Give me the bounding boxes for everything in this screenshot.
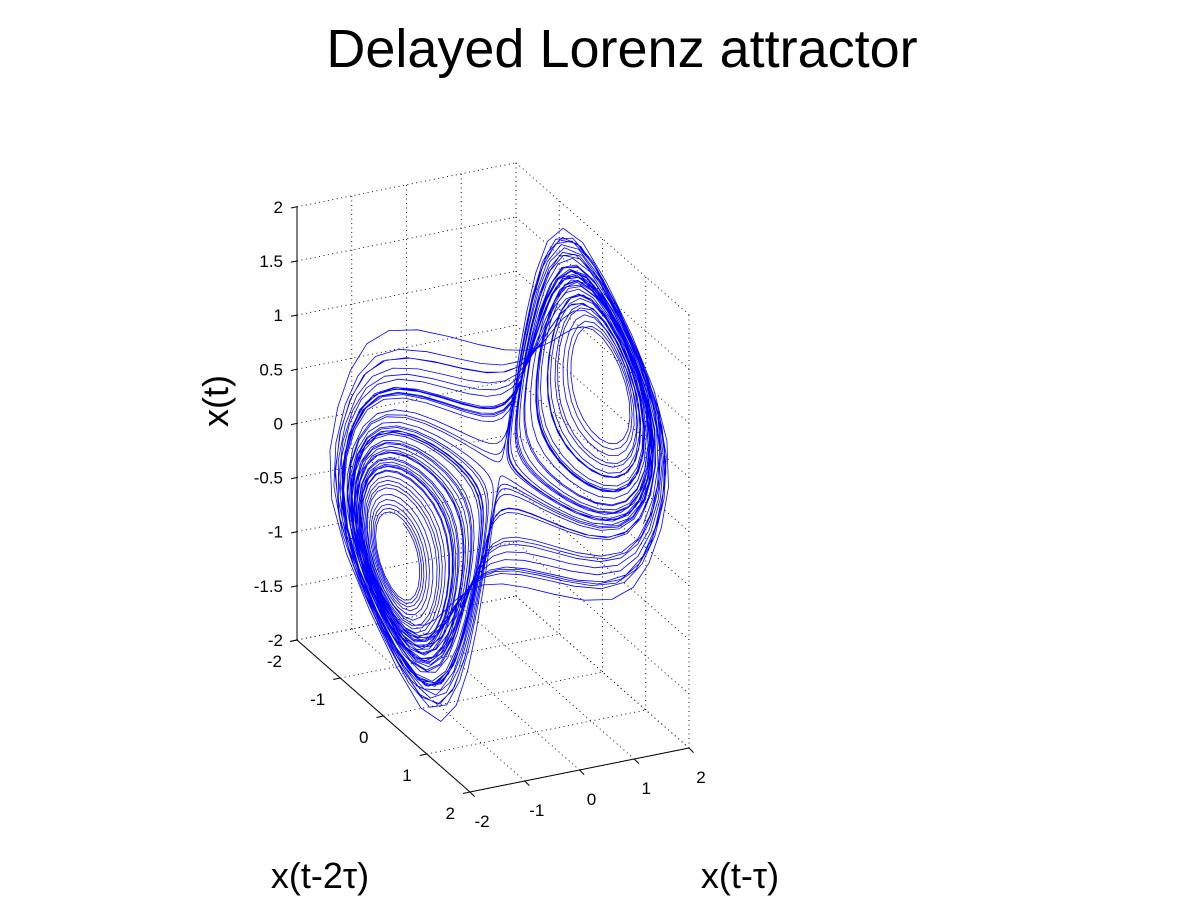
z-tick-mark <box>290 422 298 426</box>
z-tick-label: 1.5 <box>259 252 283 271</box>
y-tick-label: -1 <box>310 690 325 709</box>
y-axis-label: x(t-2τ) <box>271 855 369 896</box>
z-tick-label: -2 <box>268 631 283 650</box>
grid-line <box>460 606 635 760</box>
x-tick-mark <box>633 758 640 764</box>
grid-line <box>351 628 526 782</box>
grid-line <box>296 162 517 208</box>
z-tick-label: -1 <box>268 523 283 542</box>
axes-box <box>289 206 694 797</box>
y-tick-mark <box>333 677 341 680</box>
z-tick-mark <box>290 314 298 317</box>
z-tick-label: 2 <box>274 198 283 217</box>
x-tick-mark <box>579 769 585 775</box>
y-tick-label: 2 <box>446 804 455 823</box>
chart-title: Delayed Lorenz attractor <box>326 19 917 79</box>
x-axis-label: x(t-τ) <box>701 855 779 896</box>
z-axis-label: x(t) <box>195 375 236 427</box>
attractor-trajectory <box>329 227 669 722</box>
grid-line <box>383 671 603 717</box>
y-tick-label: 1 <box>402 766 411 785</box>
z-tick-mark <box>290 477 298 480</box>
z-tick-mark <box>290 206 298 209</box>
y-tick-mark <box>376 715 384 718</box>
plot-area <box>329 227 669 722</box>
z-tick-mark <box>290 639 298 642</box>
y-tick-mark <box>419 753 427 756</box>
tick-labels: -2 -1 0 1 2 -2 -1 0 1 2 -2 -1.5 -1 -0.5 0 0.5 1 1.5 2 <box>254 198 706 831</box>
y-tick-mark <box>462 791 471 794</box>
x-tick-label: 0 <box>587 790 596 809</box>
grid-line <box>296 216 517 262</box>
z-tick-label: -1.5 <box>254 577 283 596</box>
x-tick-label: 2 <box>696 768 705 787</box>
z-tick-label: 1 <box>274 306 283 325</box>
grid-line <box>426 709 646 755</box>
z-tick-mark <box>290 368 298 371</box>
x-tick-mark <box>524 780 530 786</box>
z-tick-label: 0.5 <box>259 360 283 379</box>
z-tick-mark <box>290 531 298 534</box>
y-tick-label: -2 <box>267 652 282 671</box>
x-tick-label: 1 <box>642 779 651 798</box>
x-tick-mark <box>469 791 475 797</box>
x-tick-label: -1 <box>529 801 544 820</box>
x-tick-label: -2 <box>474 812 489 831</box>
z-tick-mark <box>290 585 298 588</box>
z-tick-mark <box>290 260 298 263</box>
y-tick-label: 0 <box>359 728 368 747</box>
x-tick-mark <box>688 747 694 753</box>
z-tick-label: -0.5 <box>254 469 283 488</box>
z-tick-label: 0 <box>274 414 283 433</box>
